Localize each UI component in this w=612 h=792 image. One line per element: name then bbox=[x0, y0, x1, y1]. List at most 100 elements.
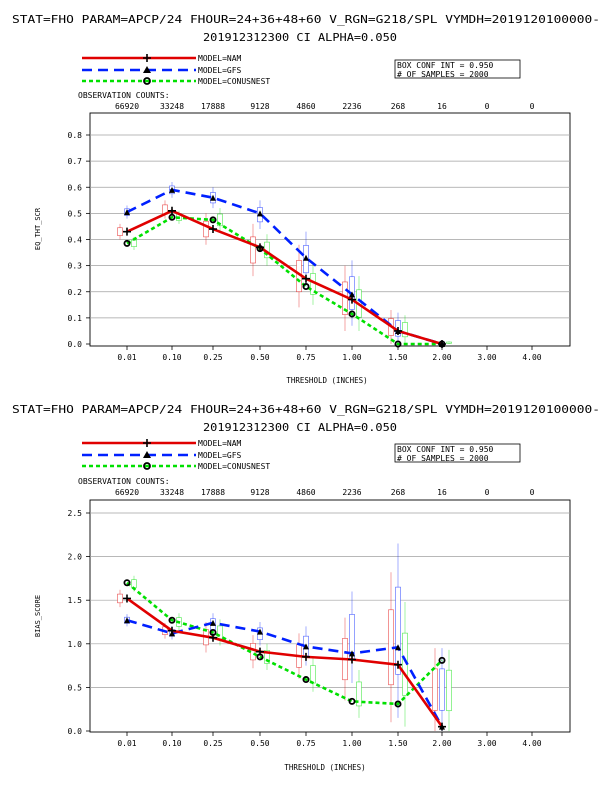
nam-ci-box bbox=[250, 643, 256, 661]
y-tick-label: 0.7 bbox=[68, 157, 83, 166]
box-conf-text: BOX CONF INT = 0.950 bbox=[397, 445, 494, 454]
conusnest-point bbox=[168, 616, 176, 624]
conusnest-series-line bbox=[126, 215, 442, 346]
x-tick-label: 2.00 bbox=[432, 739, 451, 748]
x-tick-label: 3.00 bbox=[477, 739, 496, 748]
y-tick-label: 0.8 bbox=[68, 131, 83, 140]
legend-marker-nam bbox=[143, 439, 151, 447]
box-conf-info: BOX CONF INT = 0.950 # OF SAMPLES = 2000 bbox=[394, 443, 521, 463]
plot-area bbox=[89, 499, 571, 733]
x-tick-label: 0.50 bbox=[250, 353, 269, 362]
gfs-point bbox=[257, 628, 263, 635]
x-ticks: 0.01 0.10 0.25 0.50 0.75 1.00 1.50 2.00 3.00 4.00 bbox=[117, 732, 542, 748]
legend-label-nam: MODEL=NAM bbox=[198, 439, 242, 448]
y-tick-label: 0.5 bbox=[68, 683, 83, 692]
y-tick-label: 0.0 bbox=[68, 340, 83, 349]
observation-counts: 66920 33248 17888 9128 4860 2236 268 16 0 0 bbox=[115, 488, 535, 497]
conusnest-point bbox=[348, 697, 356, 705]
observation-count: 33248 bbox=[160, 102, 184, 111]
legend: MODEL=NAM MODEL=GFS MODEL=CONUSNEST bbox=[82, 54, 270, 86]
observation-count: 4860 bbox=[296, 102, 315, 111]
conusnest-ci-box bbox=[402, 322, 408, 338]
observation-counts: 66920 33248 17888 9128 4860 2236 268 16 0 0 bbox=[115, 102, 535, 111]
samples-text: # OF SAMPLES = 2000 bbox=[397, 70, 489, 79]
y-tick-label: 0.0 bbox=[68, 727, 83, 736]
observation-count: 0 bbox=[485, 488, 490, 497]
gfs-point bbox=[395, 327, 401, 334]
legend-marker-conusnest bbox=[143, 77, 151, 85]
observation-count: 0 bbox=[530, 488, 535, 497]
legend-marker-gfs bbox=[143, 451, 151, 458]
legend: MODEL=NAM MODEL=GFS MODEL=CONUSNEST bbox=[82, 439, 270, 471]
y-ticks: 0.0 0.1 0.2 0.3 0.4 0.5 0.6 0.7 0.8 bbox=[68, 131, 570, 349]
gfs-ci-box bbox=[395, 586, 401, 675]
plot-marks bbox=[117, 182, 452, 348]
conusnest-ci-box bbox=[217, 625, 223, 640]
nam-point bbox=[302, 652, 310, 661]
samples-text: # OF SAMPLES = 2000 bbox=[397, 454, 489, 463]
y-tick-label: 0.6 bbox=[68, 183, 83, 192]
observation-count: 268 bbox=[391, 488, 406, 497]
x-tick-label: 4.00 bbox=[522, 739, 541, 748]
chart-eq-tht-scr: STAT=FHO PARAM=APCP/24 FHOUR=24+36+48+60… bbox=[12, 14, 600, 385]
conusnest-ci-box bbox=[264, 650, 270, 664]
conusnest-ci-box bbox=[356, 681, 362, 707]
legend-label-conusnest: MODEL=CONUSNEST bbox=[198, 77, 270, 86]
x-axis-label: THRESHOLD (INCHES) bbox=[284, 763, 365, 772]
x-ticks: 0.01 0.10 0.25 0.50 0.75 1.00 1.50 2.00 3.00 4.00 bbox=[117, 346, 542, 362]
plot-area bbox=[89, 112, 571, 347]
chart-bias-score: STAT=FHO PARAM=APCP/24 FHOUR=24+36+48+60… bbox=[12, 404, 600, 772]
observation-count: 17888 bbox=[201, 488, 225, 497]
chart-title-line1: STAT=FHO PARAM=APCP/24 FHOUR=24+36+48+60… bbox=[12, 14, 600, 26]
gfs-point bbox=[169, 186, 175, 193]
legend-label-nam: MODEL=NAM bbox=[198, 54, 242, 63]
gfs-point bbox=[124, 209, 130, 216]
gfs-point bbox=[303, 643, 309, 650]
y-axis-label: EQ_THT_SCR bbox=[34, 207, 42, 250]
nam-ci-box bbox=[117, 227, 123, 236]
gfs-point bbox=[124, 617, 130, 624]
y-tick-label: 1.5 bbox=[68, 596, 83, 605]
y-tick-label: 2.0 bbox=[68, 553, 83, 562]
observation-count: 16 bbox=[437, 102, 447, 111]
gfs-point bbox=[439, 723, 445, 730]
gfs-ci-box bbox=[439, 668, 445, 711]
conusnest-ci-box bbox=[310, 665, 316, 684]
y-tick-label: 0.2 bbox=[68, 288, 83, 297]
gfs-point bbox=[349, 650, 355, 657]
nam-ci-box bbox=[250, 236, 256, 264]
conusnest-point bbox=[394, 700, 402, 708]
conusnest-ci-box bbox=[131, 239, 137, 247]
nam-point bbox=[348, 655, 356, 664]
x-tick-label: 4.00 bbox=[522, 353, 541, 362]
x-tick-label: 3.00 bbox=[477, 353, 496, 362]
nam-point bbox=[168, 206, 176, 215]
x-tick-label: 1.00 bbox=[342, 739, 361, 748]
observation-counts-label: OBSERVATION COUNTS: bbox=[78, 477, 170, 486]
y-tick-label: 0.1 bbox=[68, 314, 83, 323]
nam-point bbox=[209, 225, 217, 234]
gfs-point bbox=[257, 210, 263, 217]
chart-title-line2: 201912312300 CI ALPHA=0.050 bbox=[203, 422, 397, 434]
x-tick-label: 0.50 bbox=[250, 739, 269, 748]
legend-label-gfs: MODEL=GFS bbox=[198, 66, 242, 75]
observation-count: 66920 bbox=[115, 488, 139, 497]
box-conf-info: BOX CONF INT = 0.950 # OF SAMPLES = 2000 bbox=[394, 59, 521, 79]
x-tick-label: 1.00 bbox=[342, 353, 361, 362]
conusnest-point bbox=[256, 245, 264, 253]
gfs-point bbox=[169, 630, 175, 637]
conusnest-point bbox=[302, 283, 310, 291]
nam-series-line bbox=[126, 597, 444, 728]
observation-count: 9128 bbox=[250, 488, 269, 497]
gfs-point bbox=[210, 619, 216, 626]
chart-title-line1: STAT=FHO PARAM=APCP/24 FHOUR=24+36+48+60… bbox=[12, 404, 600, 416]
nam-point bbox=[123, 594, 131, 603]
nam-ci-box bbox=[432, 668, 438, 711]
conusnest-point bbox=[348, 310, 356, 318]
observation-count: 4860 bbox=[296, 488, 315, 497]
observation-count: 2236 bbox=[342, 102, 361, 111]
y-tick-label: 0.5 bbox=[68, 209, 83, 218]
observation-count: 0 bbox=[485, 102, 490, 111]
nam-point bbox=[302, 274, 310, 283]
x-tick-label: 2.00 bbox=[432, 353, 451, 362]
